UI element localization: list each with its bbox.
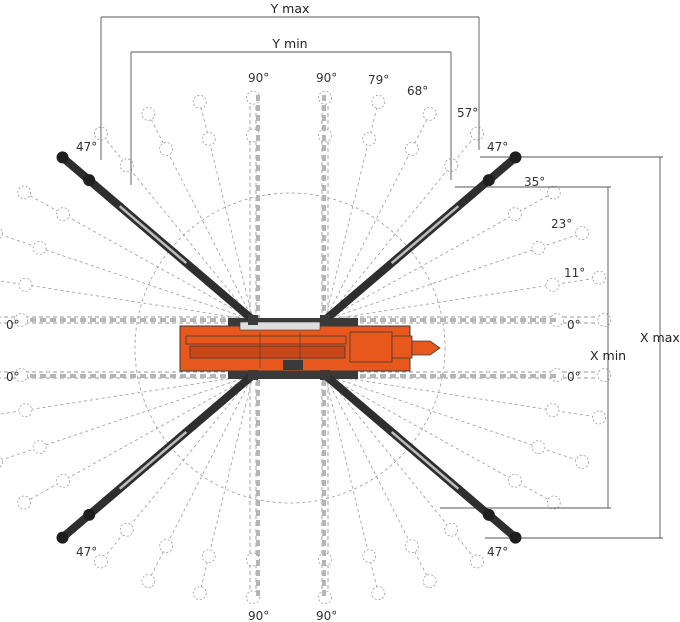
outrigger-pad-icon [422, 574, 437, 589]
x-min-label: X min [590, 348, 626, 363]
outrigger-pad-icon [192, 586, 207, 601]
outrigger-pad-icon [470, 126, 485, 141]
dimension-labels: Y max Y min X max X min [270, 1, 680, 363]
outrigger-arm-highlight [390, 205, 460, 265]
outrigger-pad-icon [362, 131, 377, 146]
outrigger-pad-icon [545, 403, 560, 418]
angle-label-90-bottom-right: 90° [316, 609, 337, 622]
outrigger-pad-icon [159, 142, 174, 156]
angle-label-35: 35° [524, 175, 545, 189]
angle-label-68: 68° [407, 84, 428, 98]
outrigger-pad-icon [14, 313, 29, 327]
outrigger-pad-icon [545, 277, 560, 292]
outrigger-pad-icon [18, 403, 33, 418]
angle-label-57: 57° [457, 106, 478, 120]
outrigger-arms [56, 151, 522, 544]
outrigger-pad-icon [141, 574, 156, 589]
outrigger-arm-highlight [390, 430, 460, 490]
outrigger-pad-icon [575, 454, 589, 469]
outrigger-pad-icon [404, 539, 419, 553]
outrigger-hinge [248, 315, 258, 325]
outrigger-pad-icon [17, 495, 32, 510]
reach-circle [134, 192, 446, 504]
outrigger-pad-icon [531, 241, 546, 255]
guide-line [324, 277, 600, 321]
outrigger-pad-icon [362, 549, 377, 564]
angle-label-90-bottom-left: 90° [248, 609, 269, 622]
outrigger-pad-icon [546, 185, 561, 200]
outrigger-pad-icon [546, 495, 561, 510]
y-max-label: Y max [270, 1, 310, 16]
outrigger-arm-highlight [118, 430, 188, 490]
outrigger-pad-icon [83, 508, 96, 521]
outrigger-pad-icon [507, 473, 522, 488]
outrigger-pad-icon [371, 586, 386, 601]
outrigger-pad-icon [509, 531, 522, 544]
angle-label-47-bottom-right: 47° [487, 545, 508, 559]
outrigger-pad-icon [482, 174, 495, 187]
outrigger-pad-icon [444, 522, 459, 537]
outrigger-pad-icon [32, 440, 47, 454]
outrigger-pad-icon [597, 368, 612, 382]
outrigger-pad-icon [371, 94, 386, 109]
x-max-label: X max [640, 330, 680, 345]
guide-line [324, 374, 600, 418]
outrigger-pad-icon [575, 226, 589, 241]
outrigger-pad-icon [592, 410, 607, 425]
outrigger-pad-icon [404, 142, 419, 156]
outrigger-pad-icon [56, 207, 71, 222]
outrigger-pad-icon [482, 508, 495, 521]
outrigger-pad-icon [597, 313, 612, 327]
angle-label-90-top-right: 90° [316, 71, 337, 85]
outrigger-pad-icon [56, 531, 69, 544]
outrigger-pad-icon [141, 106, 156, 121]
outrigger-pad-icon [119, 522, 134, 537]
angle-label-0-left-bottom: 0° [6, 370, 20, 384]
angle-label-79: 79° [368, 73, 389, 87]
outrigger-pad-icon [56, 151, 69, 164]
angle-label-0-right-bottom: 0° [567, 370, 581, 384]
outrigger-arm-highlight [118, 205, 188, 265]
outrigger-pad-icon [0, 456, 3, 468]
outrigger-pad-icon [93, 554, 108, 569]
outrigger-pad-icon [119, 158, 134, 173]
outrigger-pad-icon [531, 440, 546, 454]
outrigger-pad-icon [201, 549, 216, 564]
angle-label-90-top-left: 90° [248, 71, 269, 85]
outrigger-hinge [248, 370, 258, 380]
angle-label-47-bottom-left: 47° [76, 545, 97, 559]
outrigger-hinge [320, 315, 330, 325]
outrigger-position-guides [0, 90, 612, 605]
outrigger-pad-icon [192, 94, 207, 109]
outrigger-pad-icon [83, 174, 96, 187]
outrigger-pad-icon [201, 131, 216, 146]
angle-label-23: 23° [551, 217, 572, 231]
guide-line [0, 374, 254, 415]
outrigger-pad-icon [549, 313, 564, 327]
outrigger-pad-icon [159, 539, 174, 553]
outrigger-pad-icon [17, 185, 32, 200]
outrigger-pad-icon [509, 151, 522, 164]
outrigger-pad-icon [470, 554, 485, 569]
crawler-crane-icon [179, 318, 441, 379]
angle-label-47-top-right: 47° [487, 140, 508, 154]
outrigger-pad-icon [592, 270, 607, 285]
angle-label-0-right-top: 0° [567, 318, 581, 332]
outrigger-pad-icon [0, 227, 3, 239]
angle-label-0-left-top: 0° [6, 318, 20, 332]
guide-line [0, 280, 254, 321]
outrigger-pad-icon [56, 473, 71, 488]
outrigger-pad-icon [507, 207, 522, 222]
outrigger-pad-icon [14, 368, 29, 382]
outrigger-pad-icon [18, 277, 33, 292]
angle-label-11: 11° [564, 266, 585, 280]
angle-labels: 90° 90° 79° 68° 57° 47° 47° 35° 23° 11° … [6, 71, 585, 622]
angle-label-47-top-left: 47° [76, 140, 97, 154]
outrigger-pad-icon [422, 106, 437, 121]
outrigger-pad-icon [549, 368, 564, 382]
y-min-label: Y min [271, 36, 307, 51]
outrigger-hinge [320, 370, 330, 380]
outrigger-pad-icon [32, 241, 47, 255]
